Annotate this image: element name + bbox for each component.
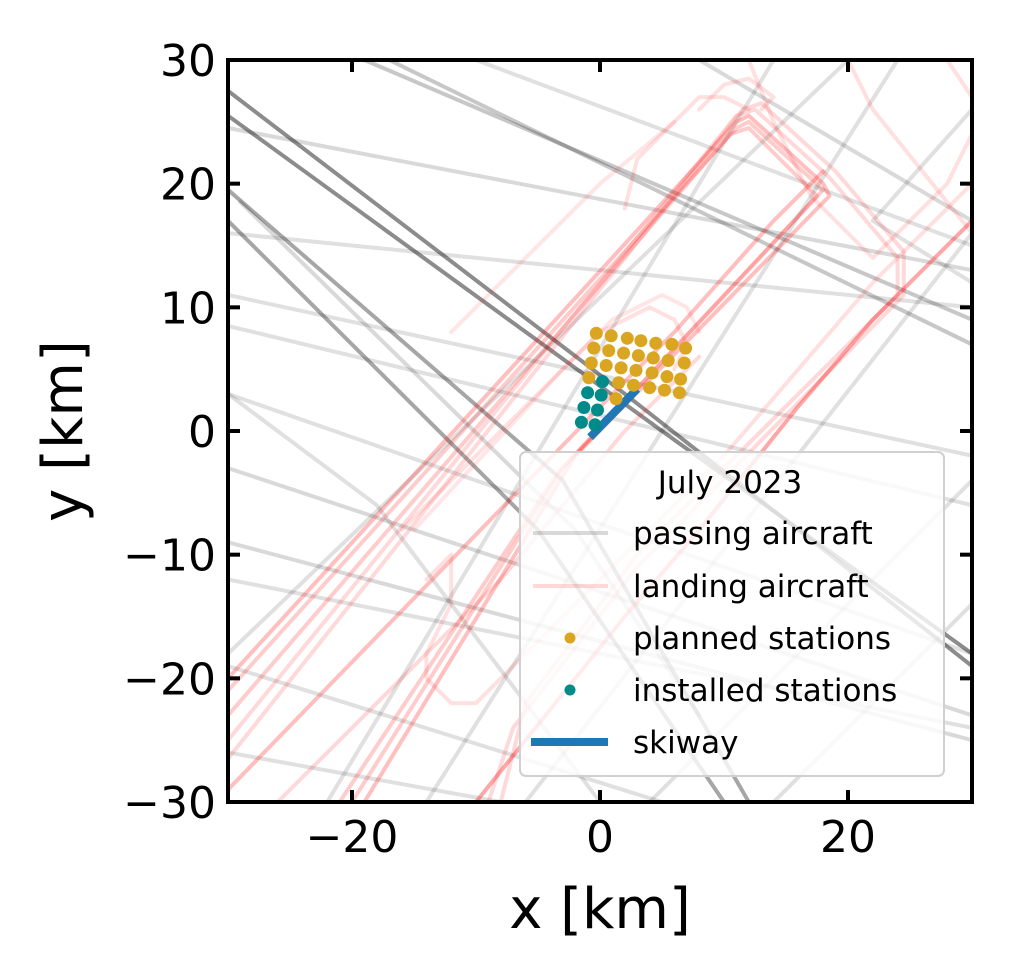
installed-station-marker	[591, 403, 604, 417]
landing-aircraft-track	[945, 60, 972, 100]
planned-station-marker	[665, 337, 679, 351]
planned-station-marker	[658, 383, 671, 397]
passing-aircraft-track	[424, 60, 900, 802]
x-tick-label: 0	[586, 812, 614, 863]
legend-label-passing-aircraft: passing aircraft	[633, 516, 873, 552]
planned-station-marker	[646, 351, 660, 365]
y-tick-labels: −30 −20 −10 0 10 20 30	[123, 36, 216, 829]
legend-label-planned-stations: planned stations	[633, 621, 891, 657]
planned-station-marker	[609, 392, 623, 406]
planned-station-marker	[587, 341, 601, 355]
y-tick-label: −20	[123, 654, 216, 705]
installed-station-marker	[588, 418, 602, 432]
planned-station-marker	[631, 349, 645, 363]
axes-frame	[226, 58, 974, 804]
y-tick-label: 0	[188, 407, 216, 458]
legend-box	[519, 451, 945, 777]
planned-station-marker	[645, 366, 659, 380]
installed-station-marker	[574, 415, 588, 429]
y-tick-label: 30	[160, 36, 216, 87]
planned-station-marker	[672, 386, 686, 400]
planned-station-marker	[674, 372, 688, 386]
y-axis-label: y [km]	[31, 340, 96, 522]
passing-aircraft-track	[870, 107, 972, 285]
legend-label-landing-aircraft: landing aircraft	[633, 569, 869, 605]
planned-station-marker	[599, 359, 613, 372]
planned-station-marker	[614, 361, 628, 375]
planned-station-marker	[620, 331, 634, 345]
planned-station-marker	[661, 354, 675, 367]
planned-station-marker	[660, 370, 674, 384]
legend-label-skiway: skiway	[633, 725, 738, 761]
installed-station-marker	[577, 401, 591, 414]
landing-aircraft-track	[412, 293, 702, 532]
planned-station-marker	[634, 334, 648, 348]
x-tick-labels: −20 0 20	[306, 812, 876, 863]
passing-aircraft-track	[362, 60, 972, 322]
legend-planned-stations-marker	[564, 632, 576, 644]
passing-aircraft-track	[228, 293, 972, 458]
legend-installed-stations-marker	[564, 684, 576, 696]
installed-station-marker	[594, 388, 608, 402]
passing-aircraft-track	[387, 60, 972, 347]
planned-station-marker	[589, 326, 603, 340]
installed-station-marker	[581, 386, 595, 400]
planned-stations-layer	[582, 326, 693, 406]
legend-title: July 2023	[656, 465, 803, 501]
planned-station-marker	[582, 371, 596, 385]
installed-stations-layer	[574, 375, 609, 432]
passing-aircraft-track	[228, 60, 850, 656]
landing-aircraft-track	[622, 95, 751, 211]
planned-station-marker	[627, 378, 640, 392]
planned-station-marker	[679, 341, 693, 355]
y-tick-label: 20	[160, 160, 216, 211]
planned-station-marker	[584, 356, 598, 370]
passing-aircraft-track	[228, 126, 972, 273]
planned-station-marker	[612, 376, 626, 390]
planned-station-marker	[649, 336, 663, 350]
planned-station-marker	[643, 381, 657, 395]
x-tick-label: 20	[820, 812, 876, 863]
landing-aircraft-track	[228, 169, 826, 792]
landing-aircraft-track	[746, 60, 972, 260]
planned-station-marker	[602, 344, 616, 358]
x-tick-label: −20	[306, 812, 399, 863]
passing-aircraft-track	[228, 750, 503, 802]
passing-aircraft-track	[228, 664, 664, 802]
legend-label-installed-stations: installed stations	[633, 673, 897, 709]
passing-aircraft-track	[474, 60, 972, 248]
legend: July 2023 passing aircraft landing aircr…	[519, 451, 945, 777]
landing-aircraft-track	[449, 119, 677, 335]
y-tick-label: 10	[160, 283, 216, 334]
passing-aircraft-track	[325, 60, 776, 802]
y-tick-label: −10	[123, 531, 216, 582]
landing-aircraft-track	[846, 60, 972, 236]
installed-station-marker	[596, 375, 609, 388]
planned-station-marker	[629, 363, 643, 377]
planned-station-marker	[677, 356, 691, 370]
landing-aircraft-track	[697, 76, 776, 112]
passing-aircraft-track	[228, 231, 972, 310]
landing-aircraft-track	[424, 181, 972, 706]
passing-aircraft-track	[697, 60, 972, 223]
x-axis-label: x [km]	[509, 877, 691, 942]
planned-station-marker	[617, 346, 631, 360]
y-tick-label: −30	[123, 778, 216, 829]
planned-station-marker	[604, 329, 618, 343]
